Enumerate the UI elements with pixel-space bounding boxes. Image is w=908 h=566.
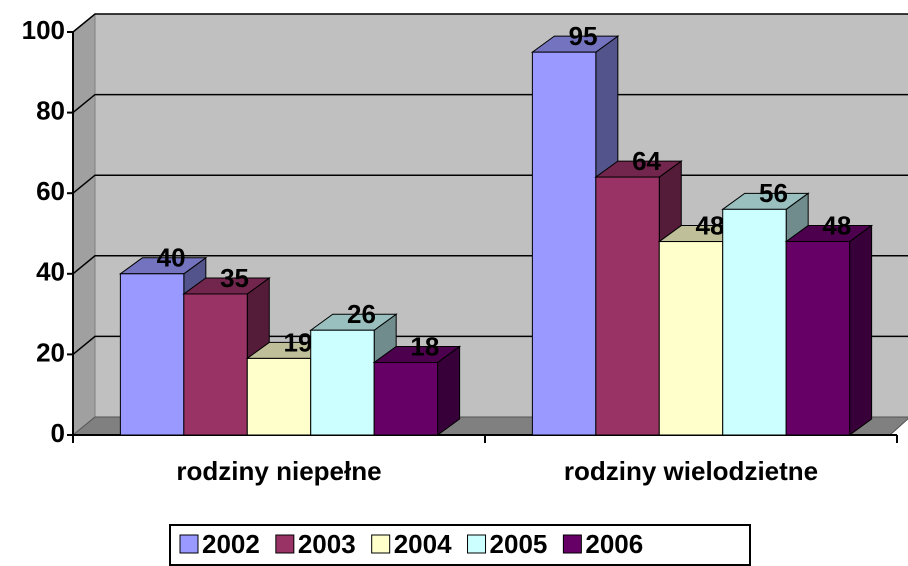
legend-swatch bbox=[467, 534, 487, 554]
bar bbox=[373, 361, 439, 436]
legend-label: 2005 bbox=[490, 529, 548, 559]
grid-line bbox=[72, 13, 908, 33]
y-tick-label: 40 bbox=[36, 257, 65, 287]
legend-label: 2006 bbox=[585, 529, 643, 559]
bar bbox=[785, 241, 851, 436]
value-label: 48 bbox=[822, 210, 851, 240]
value-label: 26 bbox=[347, 299, 376, 329]
value-label: 35 bbox=[220, 263, 249, 293]
y-tick-label: 80 bbox=[36, 95, 65, 125]
bar bbox=[658, 241, 724, 436]
value-label: 56 bbox=[759, 178, 788, 208]
side-wall bbox=[72, 12, 96, 437]
x-tick-label: rodziny wielodzietne bbox=[564, 456, 818, 486]
bar bbox=[531, 51, 597, 436]
legend-label: 2003 bbox=[298, 529, 356, 559]
x-tick-label: rodziny niepełne bbox=[176, 456, 381, 486]
grid-line bbox=[72, 93, 908, 114]
value-label: 19 bbox=[284, 327, 313, 357]
legend-swatch bbox=[371, 534, 391, 554]
legend-label: 2002 bbox=[202, 529, 260, 559]
y-tick-label: 0 bbox=[51, 418, 65, 448]
y-tick-label: 60 bbox=[36, 176, 65, 206]
bar bbox=[246, 357, 312, 436]
value-label: 40 bbox=[157, 243, 186, 273]
bar bbox=[119, 273, 185, 436]
value-label: 18 bbox=[410, 331, 439, 361]
legend-swatch bbox=[562, 534, 582, 554]
bar bbox=[310, 329, 375, 436]
value-label: 64 bbox=[632, 146, 661, 176]
value-label: 95 bbox=[569, 21, 598, 51]
legend-label: 2004 bbox=[394, 529, 452, 559]
value-label: 48 bbox=[696, 210, 725, 240]
bar bbox=[595, 176, 660, 436]
y-tick-label: 100 bbox=[22, 15, 65, 45]
legend-swatch bbox=[275, 534, 295, 554]
bar bbox=[722, 208, 787, 436]
bar bbox=[183, 293, 248, 436]
y-tick-label: 20 bbox=[36, 337, 65, 367]
legend-swatch bbox=[179, 534, 199, 554]
legend bbox=[169, 524, 751, 566]
bar-side bbox=[849, 224, 873, 436]
